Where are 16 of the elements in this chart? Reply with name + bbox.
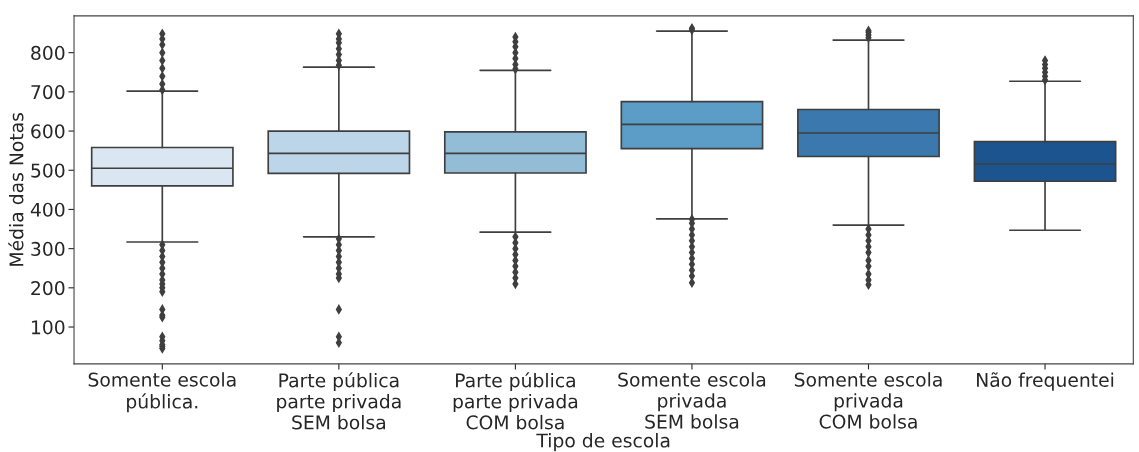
- y-axis-title: Média das Notas: [8, 113, 24, 266]
- y-tick-label: 700: [31, 85, 65, 100]
- y-tick-label: 800: [31, 45, 65, 61]
- y-tick-label: 500: [31, 163, 65, 178]
- x-tick-label: Somente escola pública.: [88, 372, 236, 413]
- x-tick-label: Somente escola privada COM bolsa: [794, 372, 942, 429]
- y-tick-label: 400: [30, 202, 65, 217]
- x-tick-label: Somente escola privada SEM bolsa: [618, 372, 766, 429]
- x-axis-title: Tipo de escola: [536, 433, 670, 452]
- y-tick-label: 200: [31, 281, 65, 296]
- x-tick-label: Parte pública parte privada COM bolsa: [453, 372, 578, 430]
- x-tick-label: Não frequentei: [977, 372, 1114, 391]
- y-tick-label: 600: [31, 124, 65, 139]
- y-tick-label: 100: [31, 320, 65, 335]
- y-tick-label: 300: [31, 241, 65, 257]
- x-tick-label: Parte pública parte privada SEM bolsa: [277, 372, 401, 430]
